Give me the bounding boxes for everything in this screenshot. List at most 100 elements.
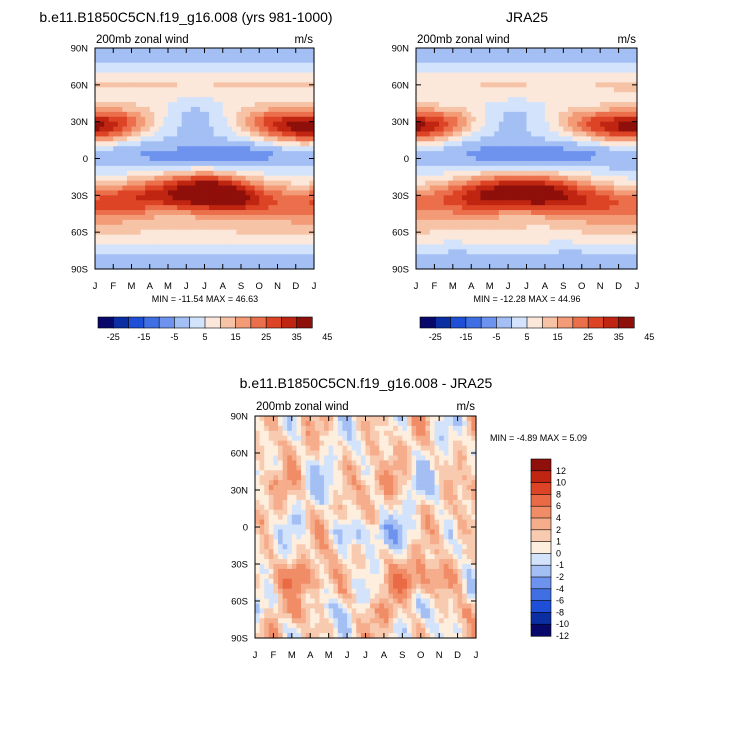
heatmap-cell xyxy=(204,185,210,192)
heatmap-cell xyxy=(245,48,251,54)
heatmap-cell xyxy=(213,185,219,192)
heatmap-cell xyxy=(255,578,261,585)
heatmap-cell xyxy=(254,219,260,226)
heatmap-cell xyxy=(113,116,119,123)
heatmap-cell xyxy=(236,185,242,192)
heatmap-cell xyxy=(443,62,449,69)
heatmap-cell xyxy=(595,126,601,133)
heatmap-cell xyxy=(113,67,119,74)
heatmap-cell xyxy=(199,259,206,265)
heatmap-cell xyxy=(480,57,486,64)
heatmap-cell xyxy=(452,156,459,162)
heatmap-cell xyxy=(480,131,486,137)
heatmap-cell xyxy=(264,539,270,545)
heatmap-cell xyxy=(577,141,583,147)
heatmap-cell xyxy=(595,200,601,206)
heatmap-cell xyxy=(163,170,169,177)
heatmap-cell xyxy=(595,52,601,59)
heatmap-cell xyxy=(268,205,274,211)
heatmap-cell xyxy=(168,97,174,103)
heatmap-cell xyxy=(259,185,265,192)
heatmap-cell xyxy=(282,156,288,162)
heatmap-cell xyxy=(563,175,569,182)
heatmap-cell xyxy=(236,146,242,152)
heatmap-cell xyxy=(273,633,279,639)
heatmap-cell xyxy=(108,254,114,260)
heatmap-cell xyxy=(272,52,279,59)
heatmap-cell xyxy=(296,430,302,437)
heatmap-cell xyxy=(309,131,315,137)
heatmap-cell xyxy=(600,97,606,103)
heatmap-cell xyxy=(544,141,551,147)
heatmap-cell xyxy=(475,224,482,231)
heatmap-cell xyxy=(231,141,238,147)
heatmap-cell xyxy=(218,244,224,250)
heatmap-cell xyxy=(531,136,537,142)
heatmap-cell xyxy=(471,259,477,265)
heatmap-cell xyxy=(295,175,301,182)
heatmap-cell xyxy=(268,160,274,167)
heatmap-cell xyxy=(131,62,137,69)
heatmap-cell xyxy=(172,57,178,64)
heatmap-cell xyxy=(117,146,123,152)
heatmap-cell xyxy=(126,214,133,221)
heatmap-cell xyxy=(140,156,146,162)
heatmap-cell xyxy=(273,588,279,595)
heatmap-cell xyxy=(572,131,578,137)
heatmap-cell xyxy=(241,136,247,142)
heatmap-cell xyxy=(475,67,482,74)
heatmap-cell xyxy=(263,126,269,133)
heatmap-cell xyxy=(131,214,137,221)
heatmap-cell xyxy=(263,190,269,196)
heatmap-cell xyxy=(296,440,302,447)
heatmap-cell xyxy=(245,224,251,231)
heatmap-cell xyxy=(122,106,128,113)
heatmap-cell xyxy=(199,219,206,226)
heatmap-cell xyxy=(95,121,101,128)
heatmap-cell xyxy=(195,126,201,133)
panel-obs: JRA25 200mb zonal wind m/s 90N60N30N030S… xyxy=(392,9,655,342)
heatmap-cell xyxy=(213,175,219,182)
heatmap-cell xyxy=(448,234,454,241)
heatmap-cell xyxy=(122,102,128,108)
heatmap-cell xyxy=(563,264,569,270)
heatmap-cell xyxy=(471,136,477,142)
heatmap-cell xyxy=(420,72,426,79)
heatmap-cell xyxy=(425,111,431,118)
heatmap-cell xyxy=(549,195,555,201)
heatmap-cell xyxy=(227,200,233,206)
heatmap-cell xyxy=(457,244,463,250)
heatmap-cell xyxy=(209,121,215,128)
heatmap-cell xyxy=(186,165,192,172)
heatmap-cell xyxy=(295,165,301,172)
heatmap-cell xyxy=(558,190,564,196)
heatmap-cell xyxy=(420,97,426,103)
heatmap-cell xyxy=(278,559,284,565)
heatmap-cell xyxy=(494,146,500,152)
heatmap-cell xyxy=(131,165,137,172)
heatmap-cell xyxy=(113,97,119,103)
heatmap-cell xyxy=(300,264,306,270)
heatmap-cell xyxy=(99,229,105,236)
heatmap-cell xyxy=(544,131,551,137)
heatmap-cell xyxy=(158,116,165,123)
heatmap-cell xyxy=(304,254,311,260)
heatmap-cell xyxy=(186,190,192,196)
heatmap-cell xyxy=(632,239,638,246)
heatmap-cell xyxy=(99,264,105,270)
heatmap-cell xyxy=(521,205,528,211)
heatmap-cell xyxy=(590,77,597,83)
heatmap-cell xyxy=(590,111,597,118)
heatmap-cell xyxy=(218,210,224,216)
heatmap-cell xyxy=(457,214,463,221)
heatmap-cell xyxy=(181,160,187,167)
heatmap-cell xyxy=(231,234,238,241)
heatmap-cell xyxy=(512,175,518,182)
heatmap-cell xyxy=(618,254,624,260)
heatmap-cell xyxy=(457,62,463,69)
heatmap-cell xyxy=(163,72,169,79)
heatmap-cell xyxy=(245,87,251,93)
heatmap-cell xyxy=(521,136,528,142)
heatmap-cell xyxy=(113,214,119,221)
heatmap-cell xyxy=(577,170,583,177)
